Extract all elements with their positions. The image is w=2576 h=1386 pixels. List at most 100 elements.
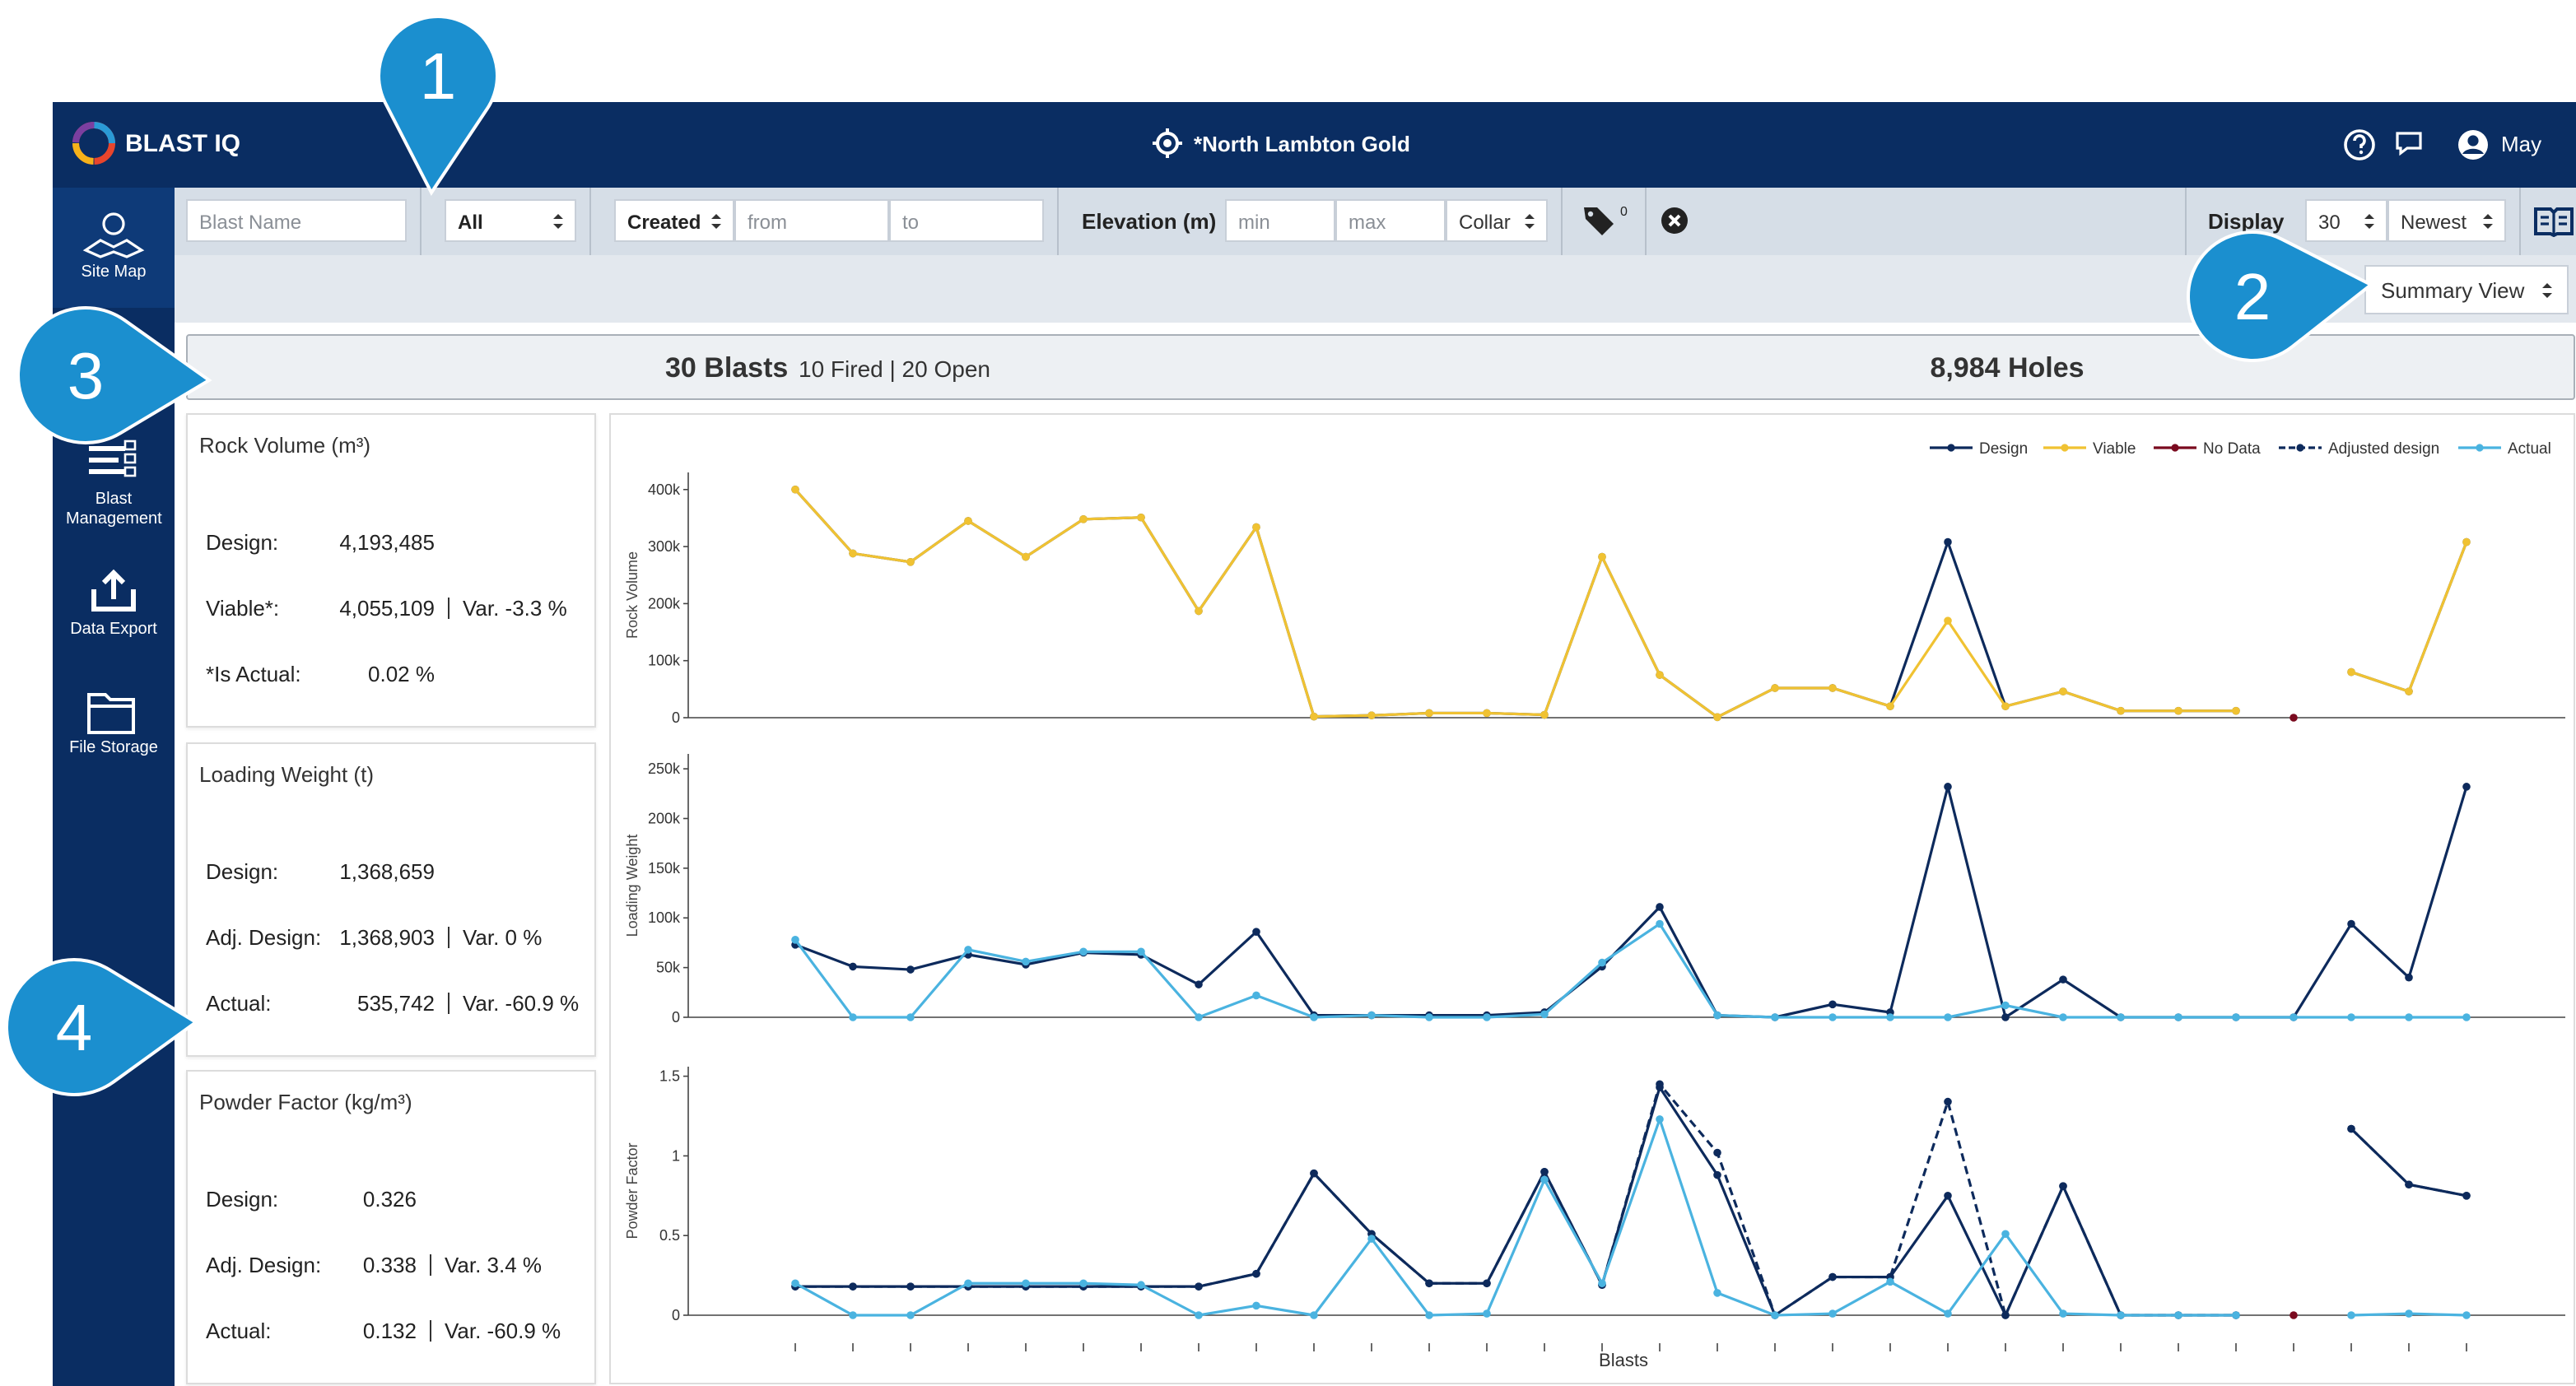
data-point [1310, 712, 1318, 721]
data-point [1483, 1279, 1491, 1288]
data-point [2059, 1309, 2067, 1318]
data-point [2347, 919, 2355, 928]
data-point [2232, 1311, 2240, 1319]
clear-icon[interactable] [1660, 206, 1689, 235]
legend-dot [2296, 444, 2304, 452]
from-input[interactable]: from [734, 199, 889, 242]
y-tick-label: 0 [672, 1307, 680, 1323]
data-point [1540, 710, 1549, 719]
data-point [1137, 947, 1145, 956]
data-point [1540, 1175, 1549, 1184]
site-name[interactable]: *North Lambton Gold [1194, 132, 1410, 156]
row-value: 4,055,109 [339, 595, 435, 620]
data-point [2232, 706, 2240, 715]
y-tick-label: 200k [648, 810, 681, 826]
row-value: 0.338 [362, 1252, 417, 1277]
sort-select[interactable]: Newest [2387, 199, 2506, 242]
data-point [1540, 1167, 1549, 1176]
nav-data-export[interactable]: Data Export [70, 621, 157, 639]
nav-blast-management[interactable]: Blast Management [66, 491, 162, 528]
row-value: 0.326 [362, 1186, 417, 1211]
row-variance: Var. -60.9 % [463, 990, 580, 1015]
row-variance: Var. 0 % [463, 924, 543, 949]
data-point [1367, 711, 1376, 720]
nav-site-map[interactable]: Site Map [81, 263, 147, 281]
display-count-select[interactable]: 30 [2305, 199, 2387, 242]
view-select[interactable]: Summary View [2364, 265, 2569, 314]
legend-dot [2061, 444, 2069, 452]
data-point [964, 946, 972, 954]
data-point [2347, 1311, 2355, 1319]
row-variance: Var. 3.4 % [445, 1252, 543, 1277]
y-tick-label: 200k [648, 595, 681, 612]
card-row: Design: 1,368,659 [206, 858, 435, 884]
card-row: Viable*: 4,055,109 Var. -3.3 % [206, 594, 567, 621]
data-point [1137, 1281, 1145, 1290]
data-point [906, 965, 915, 974]
data-point [2405, 1309, 2413, 1318]
data-point [2174, 1311, 2182, 1319]
summary-box [186, 334, 2575, 400]
data-point [1944, 783, 1952, 791]
date-field-value: Created [627, 211, 701, 234]
tag-icon[interactable] [1582, 204, 1615, 237]
data-point [1598, 552, 1606, 561]
legend-label: Actual [2508, 440, 2551, 458]
legend-dot [1947, 444, 1955, 452]
data-point [1252, 523, 1260, 532]
blast-name-input[interactable]: Blast Name [186, 199, 407, 242]
y-tick-label: 300k [648, 538, 681, 555]
data-point [2001, 1013, 2010, 1021]
callout-number: 2 [2234, 260, 2271, 333]
data-point [1310, 1311, 1318, 1319]
data-point [1483, 1309, 1491, 1318]
data-point [1886, 1277, 1894, 1286]
data-point [849, 549, 857, 558]
data-point [1022, 1279, 1030, 1288]
data-point [1252, 991, 1260, 1000]
elevation-ref-select[interactable]: Collar [1446, 199, 1548, 242]
data-point [1656, 671, 1664, 679]
separator [420, 188, 422, 255]
row-value: 0.132 [362, 1318, 417, 1342]
site-icon [1153, 128, 1182, 158]
row-separator [448, 597, 450, 618]
sort-value: Newest [2401, 211, 2467, 234]
status-select[interactable]: All [445, 199, 576, 242]
user-name[interactable]: May [2501, 132, 2542, 156]
data-point [849, 1013, 857, 1021]
data-point [2347, 1124, 2355, 1133]
guide-icon[interactable] [2534, 204, 2574, 237]
data-point [2059, 1182, 2067, 1190]
data-point [2462, 783, 2471, 791]
data-point [1944, 537, 1952, 546]
card-row: Actual: 535,742 Var. -60.9 % [206, 989, 579, 1016]
data-point [2001, 702, 2010, 710]
min-input[interactable]: min [1225, 199, 1335, 242]
row-separator [448, 992, 450, 1013]
data-point [1137, 513, 1145, 522]
separator [1561, 188, 1563, 255]
data-point [1252, 928, 1260, 936]
data-point [1944, 616, 1952, 625]
callout-number: 3 [68, 339, 105, 412]
legend-label: Adjusted design [2328, 440, 2439, 458]
data-point [1656, 919, 1664, 928]
data-point [2001, 1001, 2010, 1010]
caret [553, 214, 563, 229]
data-point [1079, 515, 1088, 523]
to-input[interactable]: to [889, 199, 1044, 242]
nav-file-storage[interactable]: File Storage [69, 739, 158, 757]
max-input[interactable]: max [1335, 199, 1446, 242]
series-line [794, 786, 2468, 1020]
data-point [1252, 1269, 1260, 1278]
row-label: Actual: [206, 990, 272, 1015]
y-tick-label: 250k [648, 760, 681, 777]
date-field-select[interactable]: Created [614, 199, 734, 242]
row-label: Actual: [206, 1318, 272, 1342]
callout-number: 4 [56, 991, 93, 1064]
row-label: Adj. Design: [206, 1252, 322, 1277]
data-point [906, 1013, 915, 1021]
header-icons[interactable] [2343, 127, 2508, 163]
